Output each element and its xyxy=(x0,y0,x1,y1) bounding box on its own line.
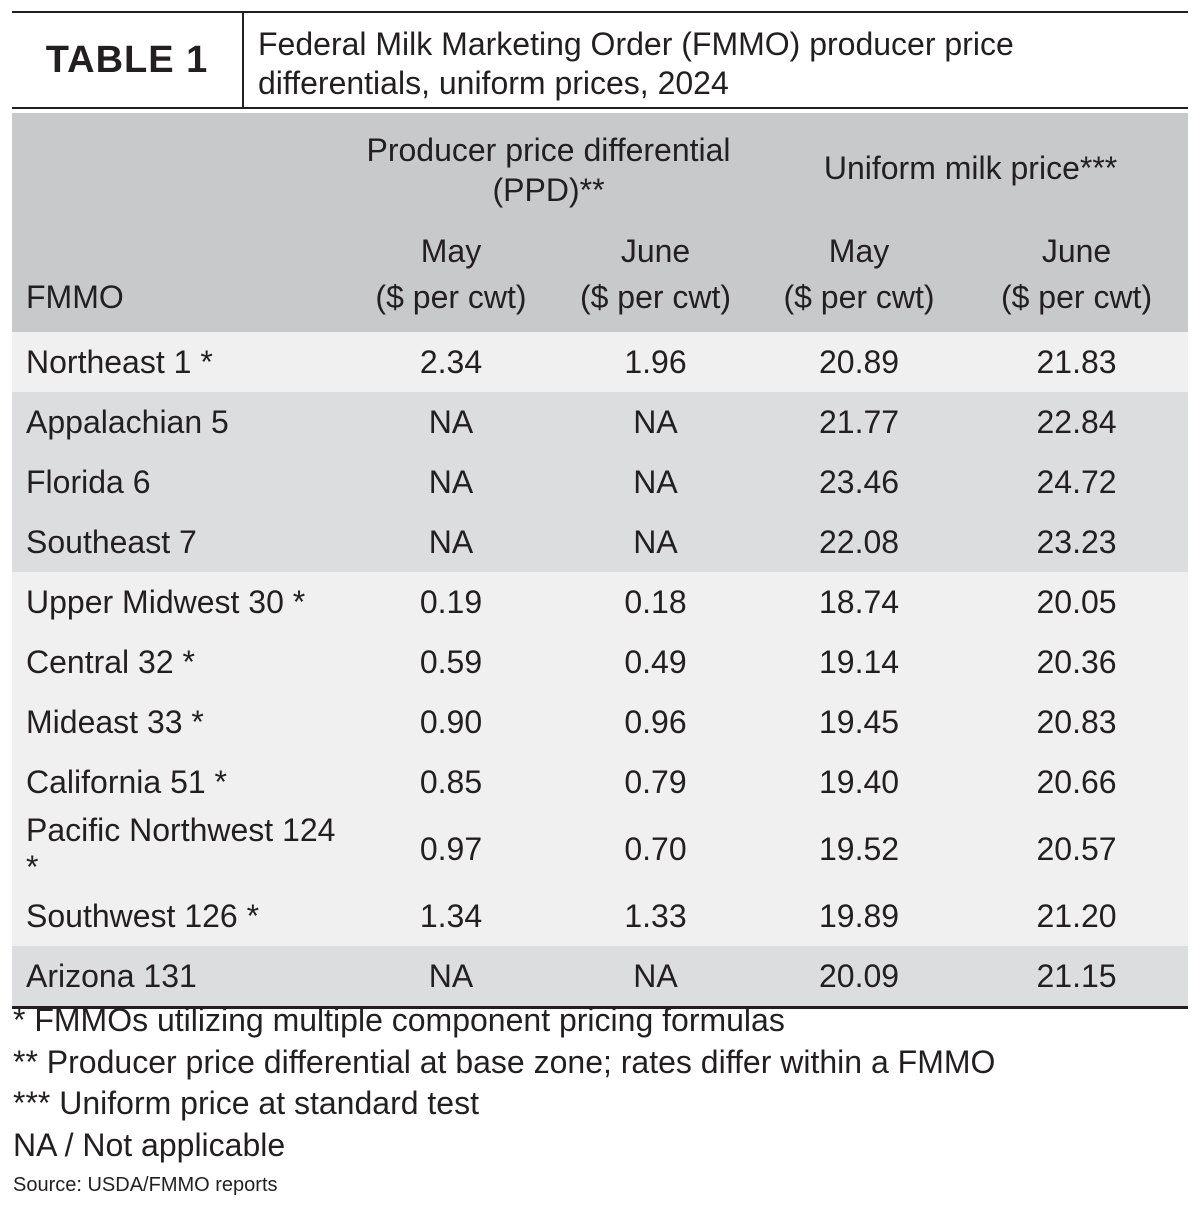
header-unit-ppd-june: ($ per cwt) xyxy=(558,279,754,332)
value-cell-uniform-may: 19.14 xyxy=(753,632,966,692)
value-cell-ppd-june: 0.49 xyxy=(558,632,754,692)
value-cell-uniform-may: 23.46 xyxy=(753,452,966,512)
fmmo-price-table: Producer price differential (PPD)** Unif… xyxy=(12,113,1189,1009)
value-cell-uniform-may: 20.09 xyxy=(753,946,966,1009)
table-row: Mideast 33 * 0.90 0.96 19.45 20.83 xyxy=(12,692,1189,752)
fmmo-name-cell: Arizona 131 xyxy=(12,946,344,1009)
table-number-label: TABLE 1 xyxy=(45,38,209,81)
value-cell-uniform-may: 21.77 xyxy=(753,392,966,452)
table-row: Central 32 * 0.59 0.49 19.14 20.36 xyxy=(12,632,1189,692)
value-cell-ppd-may: NA xyxy=(344,946,558,1009)
table-row: Northeast 1 * 2.34 1.96 20.89 21.83 xyxy=(12,332,1189,392)
header-unit-ppd-may: ($ per cwt) xyxy=(344,279,558,332)
footnote: * FMMOs utilizing multiple component pri… xyxy=(13,1002,785,1038)
value-cell-uniform-june: 24.72 xyxy=(965,452,1189,512)
value-cell-ppd-june: 1.96 xyxy=(558,332,754,392)
value-cell-uniform-may: 19.40 xyxy=(753,752,966,812)
table-row: Southeast 7 NA NA 22.08 23.23 xyxy=(12,512,1189,572)
value-cell-ppd-june: NA xyxy=(558,452,754,512)
value-cell-ppd-june: 0.70 xyxy=(558,812,754,886)
table-row: Southwest 126 * 1.34 1.33 19.89 21.20 xyxy=(12,886,1189,946)
header-blank-cell xyxy=(12,113,344,223)
value-cell-ppd-may: 0.90 xyxy=(344,692,558,752)
value-cell-ppd-may: 0.59 xyxy=(344,632,558,692)
table-row: Pacific Northwest 124 * 0.97 0.70 19.52 20.5… xyxy=(12,812,1189,886)
value-cell-uniform-may: 22.08 xyxy=(753,512,966,572)
value-cell-uniform-may: 19.52 xyxy=(753,812,966,886)
value-cell-uniform-june: 20.83 xyxy=(965,692,1189,752)
value-cell-ppd-may: 0.97 xyxy=(344,812,558,886)
footnote: NA / Not applicable xyxy=(13,1126,286,1163)
header-uniform-group: Uniform milk price*** xyxy=(753,113,1189,223)
value-cell-ppd-june: 0.18 xyxy=(558,572,754,632)
header-ppd-group: Producer price differential (PPD)** xyxy=(344,113,754,223)
title-divider xyxy=(242,11,244,109)
header-fmmo: FMMO xyxy=(12,279,344,332)
value-cell-ppd-may: NA xyxy=(344,512,558,572)
table-row: California 51 * 0.85 0.79 19.40 20.66 xyxy=(12,752,1189,812)
header-unit-uniform-may: ($ per cwt) xyxy=(753,279,966,332)
fmmo-name-cell: Mideast 33 * xyxy=(12,692,344,752)
fmmo-name-cell: Southeast 7 xyxy=(12,512,344,572)
table-row: Florida 6 NA NA 23.46 24.72 xyxy=(12,452,1189,512)
fmmo-name-cell: Florida 6 xyxy=(12,452,344,512)
fmmo-name-cell: Northeast 1 * xyxy=(12,332,344,392)
source-note: Source: USDA/FMMO reports xyxy=(13,1174,278,1196)
value-cell-ppd-may: NA xyxy=(344,392,558,452)
value-cell-uniform-june: 20.57 xyxy=(965,812,1189,886)
value-cell-ppd-june: 0.79 xyxy=(558,752,754,812)
value-cell-uniform-may: 19.45 xyxy=(753,692,966,752)
table-row: Upper Midwest 30 * 0.19 0.18 18.74 20.05 xyxy=(12,572,1189,632)
value-cell-ppd-may: 0.85 xyxy=(344,752,558,812)
table-row: Appalachian 5 NA NA 21.77 22.84 xyxy=(12,392,1189,452)
table-title-block: TABLE 1 Federal Milk Marketing Order (FM… xyxy=(12,11,1188,109)
footnote: *** Uniform price at standard test xyxy=(13,1085,479,1121)
value-cell-ppd-june: 0.96 xyxy=(558,692,754,752)
value-cell-ppd-may: 1.34 xyxy=(344,886,558,946)
header-blank-cell xyxy=(12,223,344,279)
header-unit-uniform-june: ($ per cwt) xyxy=(965,279,1189,332)
value-cell-uniform-june: 21.83 xyxy=(965,332,1189,392)
value-cell-uniform-june: 20.36 xyxy=(965,632,1189,692)
value-cell-ppd-june: NA xyxy=(558,392,754,452)
value-cell-uniform-june: 23.23 xyxy=(965,512,1189,572)
value-cell-ppd-june: NA xyxy=(558,946,754,1009)
value-cell-uniform-june: 20.05 xyxy=(965,572,1189,632)
fmmo-name-cell: Pacific Northwest 124 * xyxy=(12,812,344,886)
header-month-uniform-june: June xyxy=(965,223,1189,279)
header-month-ppd-june: June xyxy=(558,223,754,279)
fmmo-name-cell: California 51 * xyxy=(12,752,344,812)
fmmo-name-cell: Upper Midwest 30 * xyxy=(12,572,344,632)
footnotes: * FMMOs utilizing multiple component pri… xyxy=(13,1000,1183,1197)
table-body: Northeast 1 * 2.34 1.96 20.89 21.83 Appalachi… xyxy=(12,332,1189,1009)
value-cell-uniform-may: 20.89 xyxy=(753,332,966,392)
fmmo-name-cell: Central 32 * xyxy=(12,632,344,692)
value-cell-uniform-may: 19.89 xyxy=(753,886,966,946)
value-cell-uniform-may: 18.74 xyxy=(753,572,966,632)
fmmo-name-cell: Southwest 126 * xyxy=(12,886,344,946)
value-cell-ppd-may: 2.34 xyxy=(344,332,558,392)
value-cell-uniform-june: 21.15 xyxy=(965,946,1189,1009)
fmmo-name-cell: Appalachian 5 xyxy=(12,392,344,452)
value-cell-uniform-june: 21.20 xyxy=(965,886,1189,946)
value-cell-ppd-may: NA xyxy=(344,452,558,512)
footnote: ** Producer price differential at base z… xyxy=(13,1043,996,1080)
header-month-uniform-may: May xyxy=(753,223,966,279)
value-cell-ppd-may: 0.19 xyxy=(344,572,558,632)
value-cell-ppd-june: NA xyxy=(558,512,754,572)
header-month-ppd-may: May xyxy=(344,223,558,279)
value-cell-uniform-june: 22.84 xyxy=(965,392,1189,452)
value-cell-uniform-june: 20.66 xyxy=(965,752,1189,812)
value-cell-ppd-june: 1.33 xyxy=(558,886,754,946)
table-row: Arizona 131 NA NA 20.09 21.15 xyxy=(12,946,1189,1009)
table-title: Federal Milk Marketing Order (FMMO) prod… xyxy=(258,26,1014,101)
